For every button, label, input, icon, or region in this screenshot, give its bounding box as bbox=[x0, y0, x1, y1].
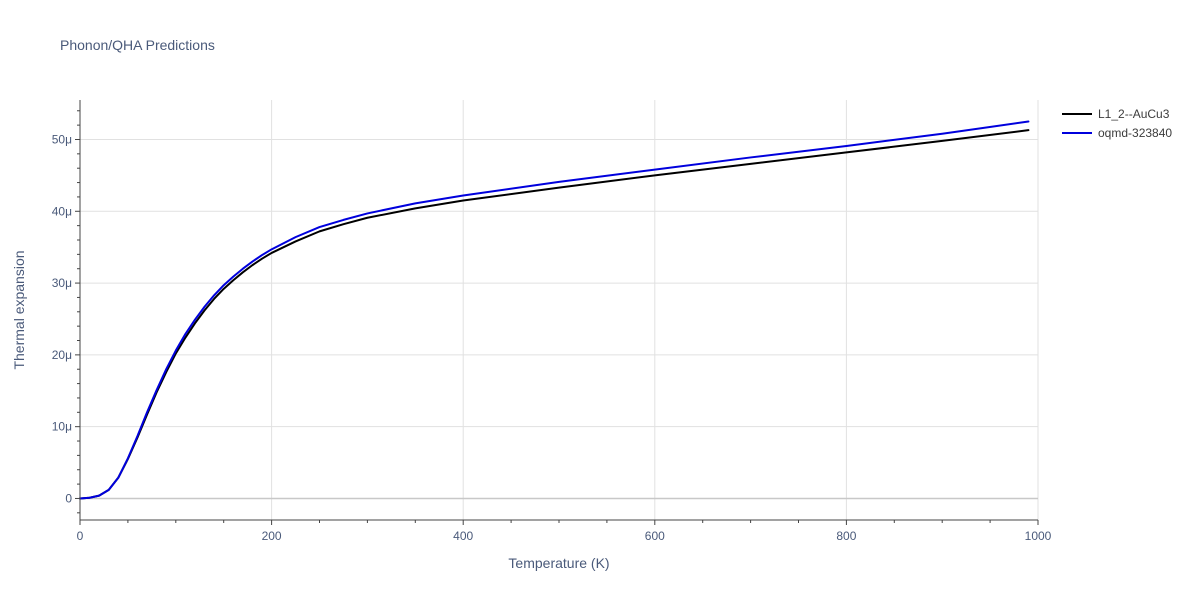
legend[interactable]: L1_2--AuCu3 oqmd-323840 bbox=[1062, 107, 1172, 140]
x-tick-labels: 0 200 400 600 800 1000 bbox=[77, 529, 1052, 543]
y-tick-label: 50μ bbox=[52, 132, 72, 146]
x-gridlines bbox=[271, 100, 1039, 520]
series-layer bbox=[79, 120, 1030, 500]
y-tick-label: 10μ bbox=[52, 420, 72, 434]
axes bbox=[75, 100, 1039, 525]
x-axis-label: Temperature (K) bbox=[508, 555, 609, 571]
x-tick-label: 1000 bbox=[1025, 529, 1052, 543]
y-gridlines bbox=[80, 138, 1038, 500]
y-tick-labels: 0 10μ 20μ 30μ 40μ 50μ bbox=[52, 132, 73, 505]
x-tick-label: 200 bbox=[262, 529, 282, 543]
x-tick-label: 400 bbox=[453, 529, 473, 543]
y-axis-label: Thermal expansion bbox=[11, 250, 27, 369]
legend-item[interactable]: L1_2--AuCu3 bbox=[1062, 107, 1170, 121]
x-tick-label: 0 bbox=[77, 529, 84, 543]
x-tick-label: 600 bbox=[645, 529, 665, 543]
y-tick-label: 0 bbox=[65, 491, 72, 505]
x-tick-label: 800 bbox=[836, 529, 856, 543]
series-line-2 bbox=[79, 120, 1030, 500]
y-tick-label: 40μ bbox=[52, 204, 72, 218]
legend-label: oqmd-323840 bbox=[1098, 126, 1172, 140]
legend-label: L1_2--AuCu3 bbox=[1098, 107, 1170, 121]
y-tick-label: 30μ bbox=[52, 276, 72, 290]
series-line-1 bbox=[79, 129, 1030, 500]
legend-item[interactable]: oqmd-323840 bbox=[1062, 126, 1172, 140]
chart-title: Phonon/QHA Predictions bbox=[60, 37, 215, 53]
y-tick-label: 20μ bbox=[52, 348, 72, 362]
